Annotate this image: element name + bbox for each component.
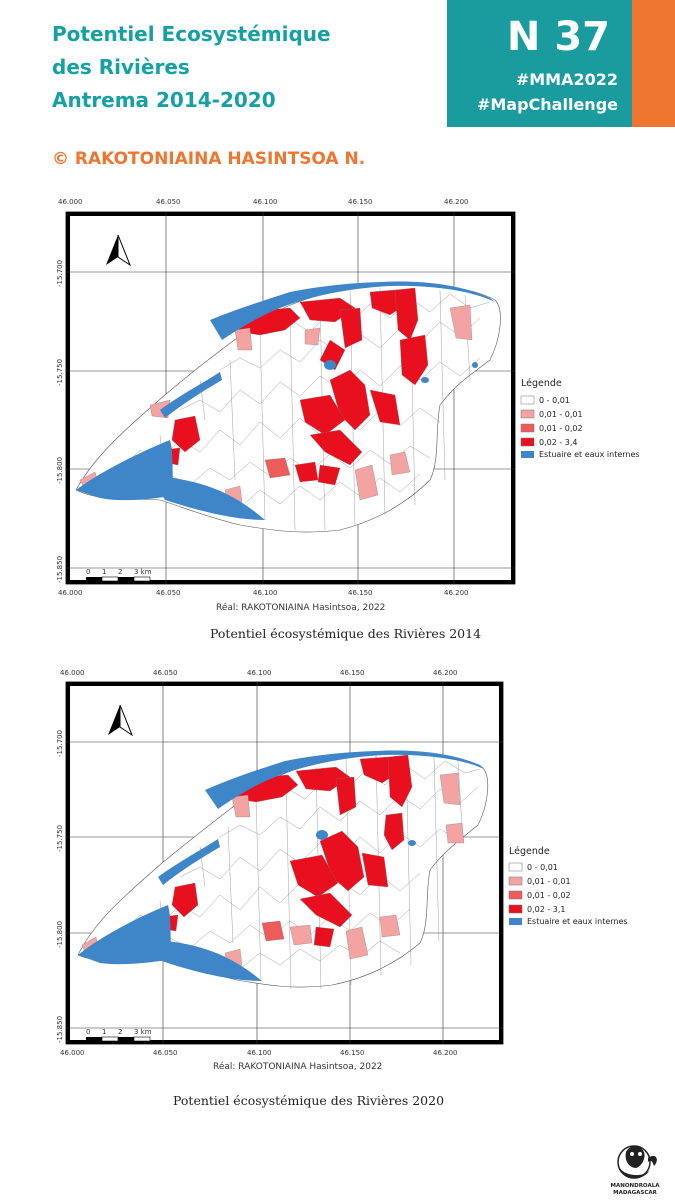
x-tick-top: 46.050 — [153, 669, 178, 677]
y-tick: -15.800 — [56, 457, 64, 484]
legend-swatch — [508, 862, 523, 872]
legend-label: 0,02 - 3,4 — [539, 438, 578, 447]
title-line-2: des Rivières — [52, 55, 190, 79]
x-tick-top: 46.000 — [58, 198, 83, 206]
legend-label: 0,02 - 3,1 — [527, 905, 566, 914]
legend-swatch — [520, 423, 535, 433]
badge-number: N 37 — [506, 14, 610, 60]
map-frame-right — [511, 212, 515, 584]
x-tick-bottom: 46.150 — [340, 1049, 365, 1057]
scale-label: 0 — [86, 568, 90, 576]
x-tick-bottom: 46.000 — [58, 589, 83, 597]
north-arrow-icon — [108, 704, 134, 737]
scale-label: 3 km — [134, 1028, 152, 1036]
potential-zones — [79, 287, 473, 505]
estuary-water — [78, 750, 484, 981]
x-tick-top: 46.150 — [348, 198, 373, 206]
map-frame-left — [66, 212, 70, 584]
map-frame-bottom — [66, 580, 515, 584]
x-tick-top: 46.200 — [444, 198, 469, 206]
y-tick: -15.800 — [56, 921, 64, 948]
scale-label: 2 — [118, 568, 122, 576]
legend-label: 0,01 - 0,02 — [539, 424, 583, 433]
x-tick-top: 46.050 — [156, 198, 181, 206]
y-tick: -15.850 — [56, 556, 64, 583]
title-line-3: Antrema 2014-2020 — [52, 88, 276, 112]
scale-label: 0 — [86, 1028, 90, 1036]
legend-label: Estuaire et eaux internes — [539, 450, 640, 459]
page-title: Potentiel Ecosystémique des Rivières Ant… — [52, 18, 331, 117]
legend-swatch — [520, 395, 535, 405]
x-tick-bottom: 46.000 — [60, 1049, 85, 1057]
map-frame-top — [66, 212, 515, 216]
lemur-logo-icon — [617, 1145, 657, 1179]
legend-swatch — [509, 918, 522, 925]
challenge-badge: N 37 #MMA2022 #MapChallenge — [447, 0, 632, 127]
legend-swatch — [508, 890, 523, 900]
hashtag-mma: #MMA2022 — [515, 70, 618, 89]
logo-text-line-1: MANONDROALA — [610, 1183, 660, 1189]
legend-label: 0 - 0,01 — [527, 863, 558, 872]
x-tick-bottom: 46.050 — [153, 1049, 178, 1057]
legend-swatch — [520, 437, 535, 447]
legend-label: Estuaire et eaux internes — [527, 917, 628, 926]
scale-bar: 0 1 2 3 km — [86, 568, 152, 582]
manondroala-logo: MANONDROALA MADAGASCAR — [604, 1138, 666, 1196]
map-frame-left — [66, 682, 70, 1044]
legend-swatch — [508, 904, 523, 914]
legend-swatch — [508, 876, 523, 886]
realisation-note: Réal: RAKOTONIAINA Hasintsoa, 2022 — [216, 602, 385, 613]
legend-title: Légende — [509, 846, 550, 857]
x-tick-top: 46.100 — [253, 198, 278, 206]
scale-label: 1 — [102, 568, 106, 576]
legend-title: Légende — [521, 378, 562, 389]
map-2014-svg: 46.000 46.050 46.100 46.150 46.200 46.00… — [56, 198, 640, 641]
map-frame-top — [66, 682, 503, 686]
legend-label: 0,01 - 0,02 — [527, 891, 571, 900]
y-tick: -15.850 — [56, 1016, 64, 1043]
map-frame-bottom — [66, 1040, 503, 1044]
map-legend: Légende 0 - 0,01 0,01 - 0,01 0,01 - 0,02… — [508, 846, 628, 926]
author-credit: © RAKOTONIAINA HASINTSOA N. — [52, 149, 366, 169]
map-frame-right — [499, 682, 503, 1044]
north-arrow-icon — [106, 234, 132, 267]
logo-text-line-2: MADAGASCAR — [613, 1190, 657, 1196]
y-tick: -15.750 — [56, 359, 64, 386]
hashtag-mapchallenge: #MapChallenge — [476, 95, 618, 114]
x-tick-bottom: 46.200 — [433, 1049, 458, 1057]
estuary-water — [76, 281, 495, 520]
realisation-note: Réal: RAKOTONIAINA Hasintsoa, 2022 — [213, 1061, 382, 1072]
legend-label: 0 - 0,01 — [539, 396, 570, 405]
x-tick-bottom: 46.150 — [348, 589, 373, 597]
x-tick-top: 46.150 — [340, 669, 365, 677]
x-tick-bottom: 46.050 — [156, 589, 181, 597]
scale-label: 2 — [118, 1028, 122, 1036]
x-tick-bottom: 46.200 — [444, 589, 469, 597]
scale-label: 3 km — [134, 568, 152, 576]
x-tick-top: 46.000 — [60, 669, 85, 677]
title-line-1: Potentiel Ecosystémique — [52, 22, 331, 46]
y-tick: -15.750 — [56, 825, 64, 852]
map-2020: 46.000 46.050 46.100 46.150 46.200 46.00… — [0, 655, 675, 1115]
legend-swatch — [520, 409, 535, 419]
x-tick-bottom: 46.100 — [253, 589, 278, 597]
map-2020-svg: 46.000 46.050 46.100 46.150 46.200 46.00… — [56, 669, 628, 1108]
legend-swatch — [521, 451, 534, 458]
map-2014: 46.000 46.050 46.100 46.150 46.200 46.00… — [0, 190, 675, 650]
y-tick: -15.700 — [56, 260, 64, 287]
legend-label: 0,01 - 0,01 — [527, 877, 571, 886]
orange-accent-bar — [632, 0, 675, 127]
map-legend: Légende 0 - 0,01 0,01 - 0,01 0,01 - 0,02… — [520, 378, 640, 459]
potential-zones — [81, 754, 465, 968]
x-tick-top: 46.100 — [247, 669, 272, 677]
x-tick-top: 46.200 — [433, 669, 458, 677]
x-tick-bottom: 46.100 — [247, 1049, 272, 1057]
map-caption: Potentiel écosystémique des Rivières 202… — [173, 1093, 444, 1108]
legend-label: 0,01 - 0,01 — [539, 410, 583, 419]
map-caption: Potentiel écosystémique des Rivières 201… — [210, 626, 481, 641]
scale-label: 1 — [102, 1028, 106, 1036]
y-tick: -15.700 — [56, 730, 64, 757]
scale-bar: 0 1 2 3 km — [86, 1028, 152, 1042]
